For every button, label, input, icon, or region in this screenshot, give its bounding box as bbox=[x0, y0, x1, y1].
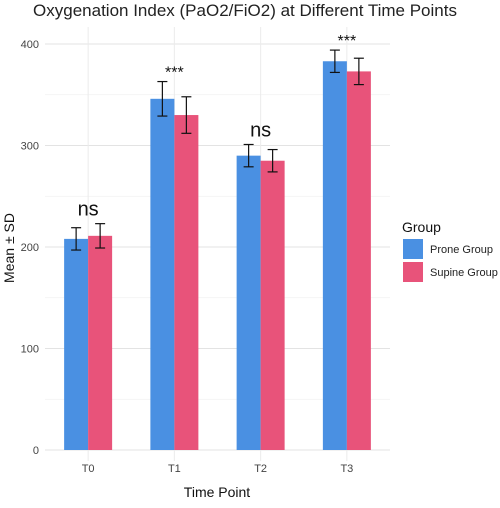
y-tick-label: 200 bbox=[21, 242, 39, 254]
x-axis-title: Time Point bbox=[184, 484, 251, 500]
bar bbox=[150, 98, 175, 450]
bar bbox=[260, 160, 285, 450]
bars bbox=[64, 61, 371, 451]
y-tick-label: 0 bbox=[33, 445, 39, 457]
significance-label: ns bbox=[78, 199, 99, 221]
legend-label: Prone Group bbox=[430, 244, 493, 256]
error-bars bbox=[71, 49, 364, 251]
legend-items: Prone Group Supine Group bbox=[403, 239, 498, 282]
significance-annotations: ns *** ns *** bbox=[78, 33, 357, 221]
x-tick-label: T3 bbox=[340, 463, 353, 475]
significance-label: *** bbox=[165, 65, 184, 82]
y-tick-label: 400 bbox=[21, 39, 39, 51]
legend: Group Prone Group Supine Group bbox=[402, 219, 498, 282]
bar bbox=[64, 238, 89, 450]
bar bbox=[88, 235, 113, 450]
legend-title: Group bbox=[402, 219, 441, 235]
legend-swatch bbox=[403, 262, 423, 282]
significance-label: ns bbox=[250, 119, 271, 141]
bar bbox=[322, 61, 347, 450]
x-tick-label: T2 bbox=[254, 463, 267, 475]
legend-label: Supine Group bbox=[430, 267, 498, 279]
y-axis-title: Mean ± SD bbox=[1, 213, 17, 283]
legend-swatch bbox=[403, 239, 423, 259]
y-tick-label: 300 bbox=[21, 141, 39, 153]
bar bbox=[174, 115, 199, 451]
y-tick-label: 100 bbox=[21, 344, 39, 356]
axes: 0 100 200 300 400 T0 T1 T2 T3 bbox=[21, 39, 354, 475]
bar bbox=[236, 155, 261, 450]
x-tick-label: T1 bbox=[168, 463, 181, 475]
bar bbox=[346, 71, 371, 450]
chart-title: Oxygenation Index (PaO2/FiO2) at Differe… bbox=[33, 1, 457, 20]
x-tick-label: T0 bbox=[82, 463, 95, 475]
significance-label: *** bbox=[338, 33, 357, 50]
